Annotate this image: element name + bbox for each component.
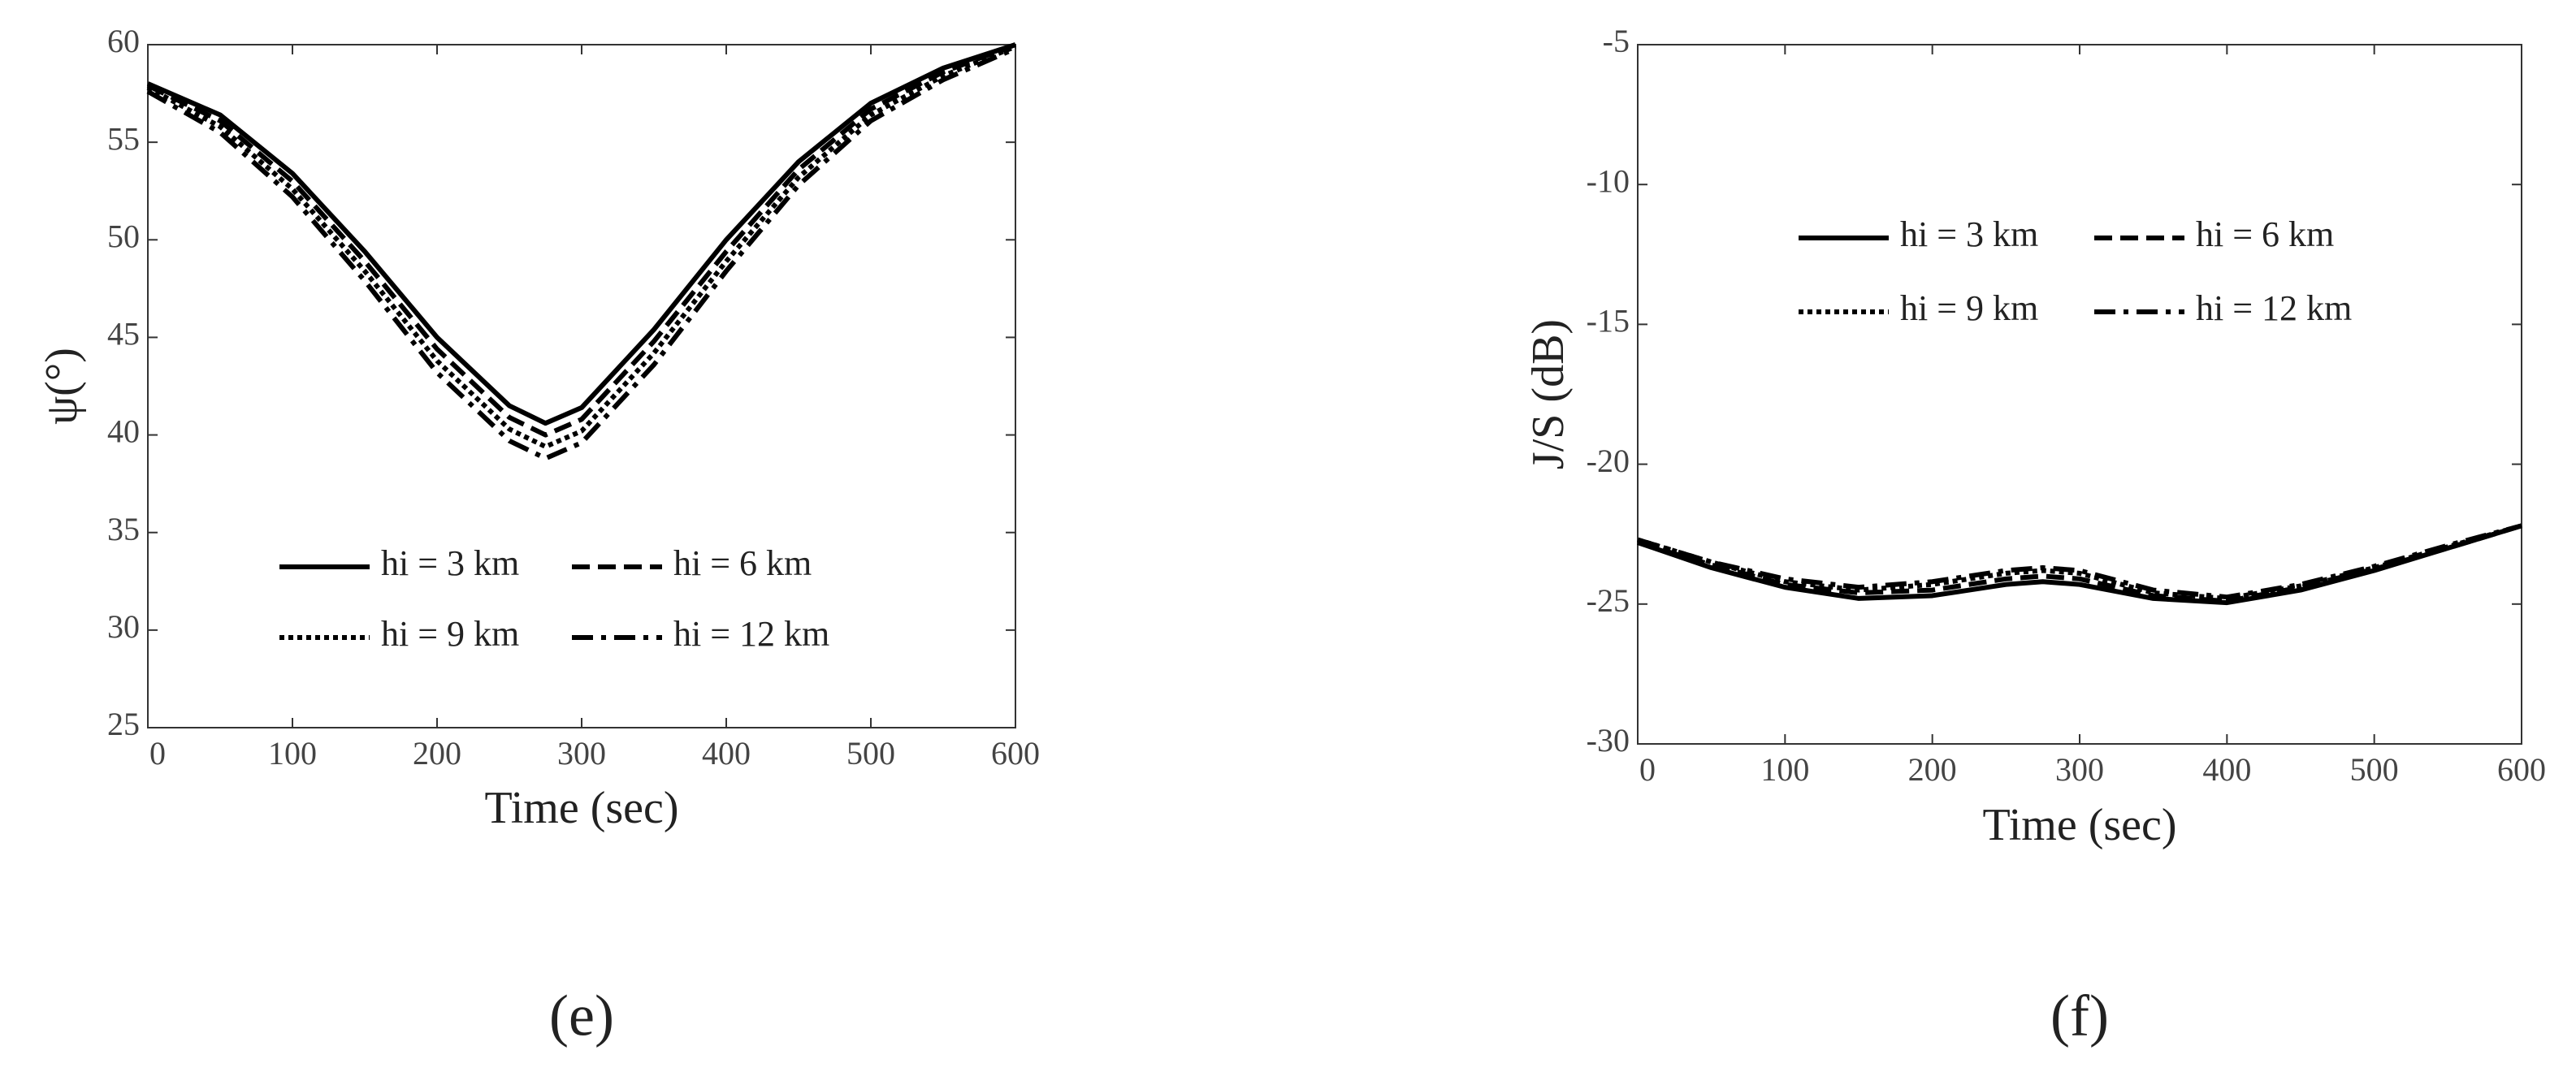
y-tick-label: -15 bbox=[1587, 303, 1630, 339]
x-tick-label: 0 bbox=[1639, 751, 1656, 788]
legend-label: hi = 3 km bbox=[1900, 214, 2038, 254]
y-tick-label: 40 bbox=[107, 413, 140, 450]
y-axis-label: J/S (dB) bbox=[1523, 319, 1574, 469]
y-tick-label: 35 bbox=[107, 511, 140, 547]
y-tick-label: 25 bbox=[107, 706, 140, 742]
caption: (f) bbox=[2050, 983, 2109, 1048]
x-tick-label: 600 bbox=[2497, 751, 2546, 788]
y-tick-label: 30 bbox=[107, 608, 140, 645]
x-tick-label: 200 bbox=[413, 735, 461, 772]
x-tick-label: 100 bbox=[268, 735, 317, 772]
y-tick-label: 50 bbox=[107, 218, 140, 254]
x-tick-label: 600 bbox=[991, 735, 1040, 772]
x-tick-label: 200 bbox=[1908, 751, 1957, 788]
plot-frame bbox=[147, 44, 1016, 728]
plot-frame bbox=[1637, 44, 2522, 745]
legend-label: hi = 9 km bbox=[381, 614, 519, 654]
series-line bbox=[146, 44, 1017, 449]
x-tick-label: 300 bbox=[2055, 751, 2104, 788]
legend-label: hi = 6 km bbox=[673, 543, 812, 583]
x-tick-label: 0 bbox=[149, 735, 166, 772]
x-tick-label: 100 bbox=[1760, 751, 1809, 788]
x-axis-label: Time (sec) bbox=[1982, 800, 2176, 850]
y-tick-label: 45 bbox=[107, 316, 140, 352]
legend-label: hi = 3 km bbox=[381, 543, 519, 583]
legend-label: hi = 6 km bbox=[2196, 214, 2334, 254]
x-tick-label: 400 bbox=[702, 735, 751, 772]
y-tick-label: -20 bbox=[1587, 443, 1630, 479]
y-tick-label: 60 bbox=[107, 23, 140, 59]
x-tick-label: 500 bbox=[846, 735, 895, 772]
y-tick-label: -25 bbox=[1587, 582, 1630, 619]
y-tick-label: -10 bbox=[1587, 162, 1630, 199]
series-line bbox=[1637, 523, 2522, 600]
x-axis-label: Time (sec) bbox=[484, 783, 678, 833]
x-tick-label: 500 bbox=[2350, 751, 2399, 788]
legend-label: hi = 12 km bbox=[2196, 288, 2352, 328]
x-tick-label: 300 bbox=[557, 735, 606, 772]
y-tick-label: -5 bbox=[1603, 23, 1630, 59]
y-tick-label: 55 bbox=[107, 120, 140, 157]
y-tick-label: -30 bbox=[1587, 722, 1630, 759]
series-line bbox=[146, 42, 1016, 426]
x-tick-label: 400 bbox=[2202, 751, 2251, 788]
series-line bbox=[146, 46, 1017, 461]
legend-label: hi = 9 km bbox=[1900, 288, 2038, 328]
y-axis-label: ψ(°) bbox=[37, 348, 87, 425]
caption: (e) bbox=[549, 983, 614, 1048]
series-line bbox=[146, 42, 1017, 438]
legend-label: hi = 12 km bbox=[673, 614, 829, 654]
